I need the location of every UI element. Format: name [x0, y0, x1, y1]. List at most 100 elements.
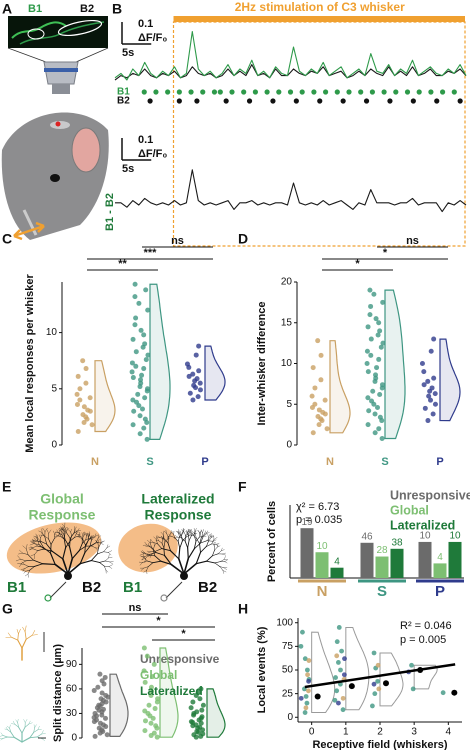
data-point: [430, 411, 436, 417]
electrode: [49, 581, 67, 599]
dendrite: [178, 532, 182, 536]
data-point: [132, 322, 138, 328]
cell-label: B1: [123, 579, 142, 596]
objective: [43, 61, 79, 85]
dendrite: [217, 550, 222, 555]
dendrite: [222, 553, 226, 556]
dendrite: [32, 559, 44, 565]
dendrite: [54, 535, 59, 540]
dendrite: [17, 633, 19, 641]
dendrite: [49, 552, 56, 566]
data-point: [312, 401, 318, 407]
data-point: [336, 700, 341, 706]
dendrite: [212, 550, 215, 557]
data-point: [135, 391, 141, 397]
data-point: [303, 694, 309, 699]
dendrite: [104, 565, 107, 571]
bar: [330, 567, 344, 578]
bar: [418, 541, 432, 578]
roi-label: B1: [28, 3, 42, 15]
dendrite: [70, 529, 72, 533]
dendrite: [90, 553, 98, 561]
dendrite: [148, 552, 157, 555]
dendrite: [206, 532, 210, 535]
data-point: [152, 706, 158, 712]
dendrite: [208, 537, 212, 542]
data-point: [141, 332, 147, 338]
data-point: [193, 722, 199, 728]
dendrite: [143, 570, 147, 573]
significance-label: ns: [129, 602, 142, 614]
dendrite: [79, 534, 83, 539]
data-point: [200, 731, 206, 737]
dendrite: [148, 554, 156, 557]
mouse-eye: [50, 174, 60, 182]
dendrite: [22, 545, 27, 550]
dendrite: [181, 531, 183, 535]
dendrite: [149, 542, 154, 544]
dendrite: [183, 562, 198, 575]
event-dot: [270, 98, 276, 104]
dendrite: [21, 560, 27, 564]
dendrite: [169, 550, 180, 560]
dendrite: [206, 555, 213, 562]
dendrite: [149, 554, 152, 558]
dendrite: [221, 549, 225, 552]
data-point: [333, 675, 338, 680]
trace: [114, 64, 467, 81]
data-point: [316, 422, 322, 428]
dendrite: [194, 528, 197, 532]
dendrite: [24, 564, 29, 567]
dendrite: [65, 539, 71, 548]
event-dot: [323, 89, 329, 95]
dendrite: [38, 530, 43, 533]
dendrite: [103, 547, 108, 552]
panel-label: G: [2, 601, 13, 617]
data-point: [376, 426, 382, 432]
bar: [315, 552, 329, 578]
data-point: [298, 643, 304, 649]
data-point: [99, 678, 105, 684]
dendrite: [177, 541, 181, 549]
data-point: [198, 686, 204, 692]
dendrite: [108, 557, 113, 559]
dendrite: [25, 559, 34, 562]
legend-entry: Lateralized: [390, 518, 455, 532]
dendrite: [77, 528, 80, 532]
data-point: [75, 429, 81, 435]
event-dot: [153, 89, 159, 95]
dendrite: [157, 543, 163, 549]
data-point: [193, 352, 199, 358]
data-point: [312, 385, 318, 391]
dendrite: [66, 528, 70, 531]
dendrite: [24, 723, 30, 728]
dendrite: [170, 532, 174, 535]
dendrite: [9, 727, 12, 733]
data-point: [142, 416, 148, 422]
dendrite: [47, 538, 52, 545]
x-tick-label: 0: [309, 727, 315, 738]
dendrite: [206, 540, 209, 547]
dendrite: [187, 531, 192, 533]
dendrite: [185, 534, 188, 538]
dendrite: [86, 533, 89, 537]
data-point: [428, 348, 434, 354]
dendrite: [94, 539, 98, 543]
significance-label: *: [355, 258, 360, 270]
dendrite: [73, 529, 76, 534]
dendrite: [151, 551, 156, 555]
event-dot: [165, 89, 171, 95]
dendrite: [31, 630, 36, 636]
legend-entry: Unresponsive: [390, 488, 470, 502]
data-point: [134, 399, 140, 405]
dendrite: [14, 723, 19, 728]
event-dot: [194, 98, 200, 104]
data-point: [195, 394, 201, 400]
significance-label: ns: [171, 235, 184, 247]
violin: [204, 345, 226, 401]
event-dot: [317, 98, 323, 104]
dendrite: [105, 560, 111, 563]
dendrite: [87, 533, 89, 537]
count-label: 46: [361, 531, 373, 542]
dendrite: [81, 532, 84, 536]
